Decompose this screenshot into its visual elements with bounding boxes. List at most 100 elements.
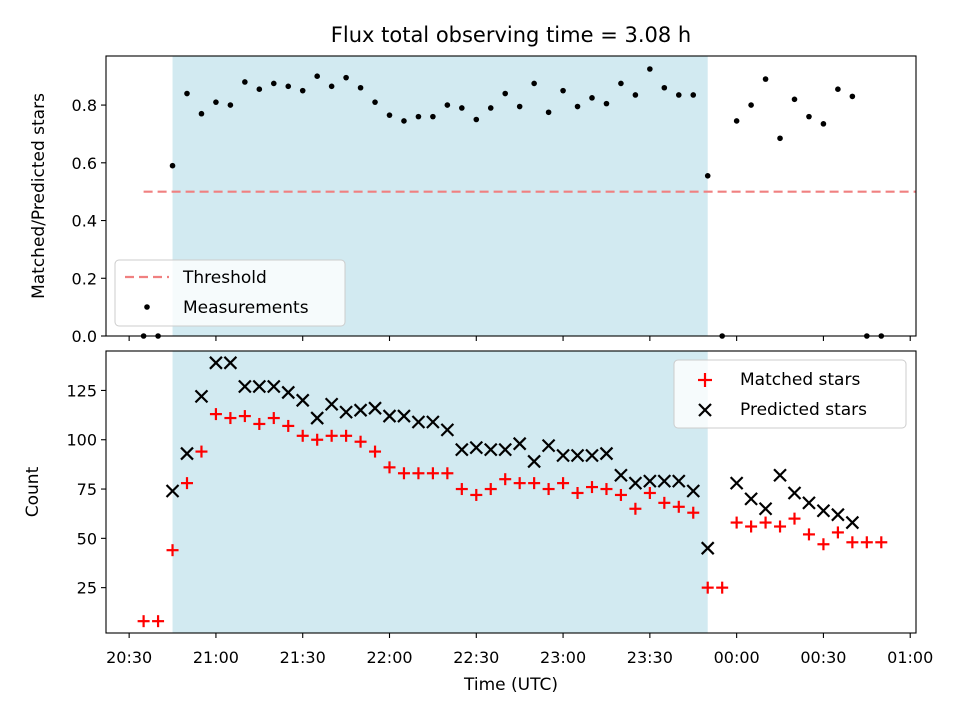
- y-tick-label: 0.6: [72, 154, 97, 173]
- predicted-point: [700, 541, 715, 555]
- matched-point: [340, 429, 353, 442]
- measurement-point: [733, 118, 740, 124]
- measurement-point: [314, 73, 320, 80]
- matched-point: [166, 544, 179, 557]
- measurement-points: [140, 66, 885, 339]
- measurement-point: [502, 90, 509, 97]
- matched-point: [658, 496, 671, 509]
- matched-point: [383, 461, 396, 474]
- x-tick-label: 22:00: [366, 648, 412, 667]
- measurement-point: [777, 135, 783, 142]
- matched-point: [860, 536, 873, 549]
- measurement-point: [256, 86, 263, 92]
- predicted-point: [744, 492, 758, 506]
- y-tick-label: 0.0: [72, 327, 97, 346]
- measurement-point: [285, 83, 292, 90]
- measurement-point: [487, 105, 494, 111]
- predicted-point: [498, 442, 512, 457]
- matched-point: [282, 419, 295, 432]
- predicted-point: [238, 379, 252, 394]
- predicted-point: [512, 436, 527, 451]
- matched-point: [600, 483, 613, 496]
- predicted-point: [686, 484, 701, 498]
- measurement-point: [372, 99, 378, 105]
- measurement-point: [343, 74, 349, 81]
- predicted-point: [787, 486, 802, 500]
- measurement-point: [849, 93, 856, 100]
- measurement-point: [704, 172, 711, 179]
- predicted-point: [209, 356, 223, 370]
- matched-point: [788, 512, 801, 525]
- predicted-point: [411, 415, 426, 429]
- y-axis-label-bottom: Count: [23, 466, 43, 517]
- matched-point: [267, 412, 280, 425]
- measurement-point: [647, 66, 653, 72]
- x-tick-label: 21:00: [193, 648, 239, 667]
- matched-point: [296, 429, 309, 442]
- measurement-point: [415, 113, 422, 120]
- matched-point: [875, 536, 888, 549]
- matched-point: [730, 516, 743, 529]
- predicted-point: [440, 423, 455, 437]
- predicted-point: [729, 476, 744, 490]
- matched-point: [195, 445, 208, 458]
- predicted-point: [165, 484, 180, 498]
- matched-point: [557, 477, 570, 490]
- x-axis-ticks-bottom: 20:30 21:00 21:30 22:00 22:30 23:00 23:30 00:00…: [106, 633, 933, 667]
- predicted-point: [324, 397, 339, 412]
- legend-predicted-swatch: [698, 403, 712, 417]
- matched-point: [831, 526, 844, 539]
- matched-point: [774, 520, 787, 533]
- measurement-point: [198, 110, 205, 117]
- measurement-point: [791, 96, 798, 103]
- measurement-point: [748, 102, 754, 108]
- measurement-point: [227, 102, 234, 108]
- measurement-point: [386, 112, 393, 118]
- matched-point: [137, 615, 150, 628]
- predicted-point: [541, 438, 556, 453]
- predicted-point: [353, 403, 368, 417]
- measurement-point: [169, 162, 176, 169]
- predicted-point: [397, 409, 411, 423]
- legend-matched-swatch: [698, 373, 712, 387]
- y-axis-ticks-top: 0.0 0.2 0.4 0.6 0.8: [72, 96, 106, 346]
- x-tick-label: 21:30: [280, 648, 326, 667]
- matched-point: [325, 429, 338, 442]
- matched-point: [152, 615, 165, 628]
- measurement-point: [820, 121, 827, 127]
- matched-point: [181, 477, 193, 490]
- measurement-point: [545, 109, 552, 116]
- y-tick-label: 0.2: [72, 269, 97, 288]
- predicted-point: [252, 379, 267, 394]
- matched-point: [470, 488, 483, 501]
- matched-point: [571, 486, 584, 499]
- matched-point: [614, 488, 627, 501]
- measurement-point: [806, 113, 812, 120]
- predicted-point: [831, 507, 845, 522]
- matched-point: [499, 473, 512, 486]
- legend-matched-label: Matched stars: [740, 370, 860, 390]
- predicted-point: [628, 476, 643, 490]
- matched-point: [354, 435, 367, 448]
- predicted-point: [773, 468, 787, 483]
- predicted-point: [267, 379, 281, 394]
- predicted-point: [758, 501, 773, 516]
- predicted-point: [180, 446, 194, 461]
- x-axis-label: Time (UTC): [463, 675, 558, 695]
- matched-point: [629, 502, 642, 515]
- matched-point: [484, 483, 497, 496]
- legend-bottom: Matched stars Predicted stars: [673, 359, 907, 429]
- measurement-point: [618, 80, 624, 87]
- legend-measurements-swatch: [144, 304, 150, 310]
- measurement-point: [574, 103, 581, 110]
- predicted-point: [672, 474, 686, 488]
- matched-point: [586, 481, 598, 494]
- panel-ratio: 0.00.20.40.60.8 Matched/Predicted stars …: [29, 55, 917, 346]
- x-tick-label: 23:00: [540, 648, 586, 667]
- measurement-point: [516, 103, 523, 110]
- matched-point: [542, 483, 555, 496]
- predicted-point: [426, 415, 440, 429]
- matched-point: [701, 581, 714, 594]
- measurement-point: [328, 83, 335, 90]
- matched-point: [369, 445, 382, 458]
